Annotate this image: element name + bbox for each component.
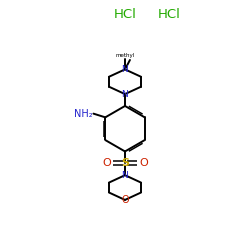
Text: O: O xyxy=(121,195,129,205)
Text: HCl: HCl xyxy=(158,8,181,22)
Text: O: O xyxy=(139,158,148,168)
Text: N: N xyxy=(122,65,128,74)
Text: N: N xyxy=(122,171,128,180)
Text: S: S xyxy=(121,158,129,168)
Text: methyl: methyl xyxy=(116,52,134,58)
Text: N: N xyxy=(122,90,128,98)
Text: NH₂: NH₂ xyxy=(74,109,92,119)
Text: O: O xyxy=(102,158,111,168)
Text: HCl: HCl xyxy=(114,8,136,22)
